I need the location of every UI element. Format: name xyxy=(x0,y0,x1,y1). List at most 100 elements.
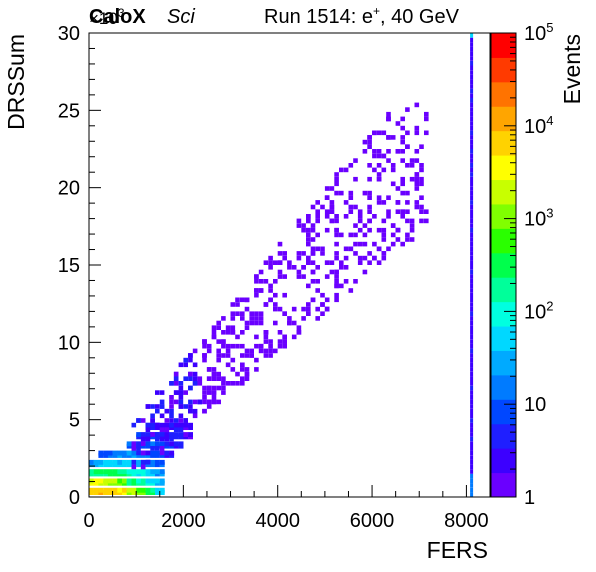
heatmap-cell xyxy=(381,130,387,136)
heatmap-cell xyxy=(159,469,165,475)
heatmap-cell xyxy=(470,163,474,168)
heatmap-cell xyxy=(192,399,198,405)
heatmap-cell xyxy=(306,311,311,316)
heatmap-cell xyxy=(131,446,137,451)
heatmap-cell xyxy=(470,111,474,117)
heatmap-cell xyxy=(150,478,156,484)
heatmap-cell xyxy=(400,139,405,145)
heatmap-cell xyxy=(367,218,372,224)
heatmap-cell xyxy=(122,459,127,465)
heatmap-cell xyxy=(306,214,311,219)
heatmap-cell xyxy=(117,478,123,484)
heatmap-cell xyxy=(277,269,283,275)
heatmap-cell xyxy=(339,190,344,196)
heatmap-cell xyxy=(192,408,198,414)
heatmap-cell xyxy=(470,37,474,43)
heatmap-cell xyxy=(211,390,217,395)
heatmap-cell xyxy=(254,316,259,321)
heatmap-cell xyxy=(258,311,264,316)
heatmap-cell xyxy=(169,422,174,428)
heatmap-cell xyxy=(164,450,170,456)
heatmap-cell xyxy=(390,241,396,247)
heatmap-cell xyxy=(381,237,387,242)
heatmap-cell xyxy=(258,316,264,321)
heatmap-cell xyxy=(353,251,358,256)
heatmap-cell xyxy=(150,446,155,451)
heatmap-cell xyxy=(136,469,142,475)
heatmap-cell xyxy=(258,320,264,326)
heatmap-cell xyxy=(470,348,474,354)
heatmap-cell xyxy=(386,214,391,219)
heatmap-cell xyxy=(470,283,474,289)
heatmap-cell xyxy=(367,190,372,196)
heatmap-cell xyxy=(470,158,474,163)
heatmap-cell xyxy=(93,469,99,475)
heatmap-cell xyxy=(112,487,118,493)
heatmap-cell xyxy=(395,227,401,233)
heatmap-cell xyxy=(230,343,236,349)
heatmap-cell xyxy=(273,260,278,265)
heatmap-cell xyxy=(470,473,474,479)
heatmap-cell xyxy=(381,200,387,205)
heatmap-cell xyxy=(329,269,335,275)
heatmap-cell xyxy=(353,279,358,284)
heatmap-cell xyxy=(225,330,231,335)
heatmap-cell xyxy=(188,408,193,414)
heatmap-cell xyxy=(150,469,156,475)
heatmap-cell xyxy=(273,348,278,354)
heatmap-cell xyxy=(169,395,174,400)
colorbar-band xyxy=(491,228,516,254)
heatmap-cell xyxy=(169,381,174,386)
heatmap-cell xyxy=(348,163,354,168)
z-tick-label: 103 xyxy=(524,206,553,231)
heatmap-cell xyxy=(216,348,221,354)
heatmap-cell xyxy=(306,232,311,238)
heatmap-cell xyxy=(386,111,391,117)
heatmap-cell xyxy=(315,232,320,238)
heatmap-cell xyxy=(235,302,240,307)
heatmap-cell xyxy=(93,487,99,493)
heatmap-cell xyxy=(145,404,151,409)
heatmap-cell xyxy=(409,163,415,168)
heatmap-cell xyxy=(244,297,250,303)
heatmap-cell xyxy=(277,260,283,265)
heatmap-cell xyxy=(367,195,372,200)
heatmap-cell xyxy=(202,357,207,363)
heatmap-cell xyxy=(164,432,170,437)
heatmap-cell xyxy=(145,459,151,465)
heatmap-cell xyxy=(470,93,474,98)
colorbar-frame xyxy=(490,32,517,498)
heatmap-cell xyxy=(221,390,226,395)
heatmap-cell xyxy=(362,190,368,196)
heatmap-cell xyxy=(169,408,174,414)
heatmap-cell xyxy=(324,274,330,279)
heatmap-cell xyxy=(470,330,474,335)
heatmap-cell xyxy=(301,316,306,321)
heatmap-cell xyxy=(414,102,420,108)
colorbar-band xyxy=(491,301,516,327)
heatmap-cell xyxy=(470,214,474,219)
heatmap-cell xyxy=(362,255,368,261)
heatmap-cell xyxy=(268,255,273,261)
heatmap-cell xyxy=(216,376,221,381)
heatmap-cell xyxy=(202,408,207,414)
heatmap-cell xyxy=(155,459,160,465)
heatmap-cell xyxy=(324,297,330,303)
heatmap-cell xyxy=(98,459,104,465)
heatmap-cell xyxy=(145,441,151,447)
heatmap-cell xyxy=(409,176,415,182)
heatmap-cell xyxy=(306,260,311,265)
heatmap-cell xyxy=(126,487,132,493)
heatmap-cell xyxy=(296,325,302,330)
heatmap-cell xyxy=(197,376,203,381)
heatmap-cell xyxy=(405,200,410,205)
colorbar-band xyxy=(491,33,516,58)
heatmap-cell xyxy=(395,237,401,242)
heatmap-cell xyxy=(188,376,193,381)
heatmap-cell xyxy=(211,371,217,377)
heatmap-cell xyxy=(164,408,170,414)
heatmap-cell xyxy=(400,125,405,131)
heatmap-cell xyxy=(470,125,474,131)
heatmap-cell xyxy=(183,432,189,437)
heatmap-cell xyxy=(254,274,259,279)
